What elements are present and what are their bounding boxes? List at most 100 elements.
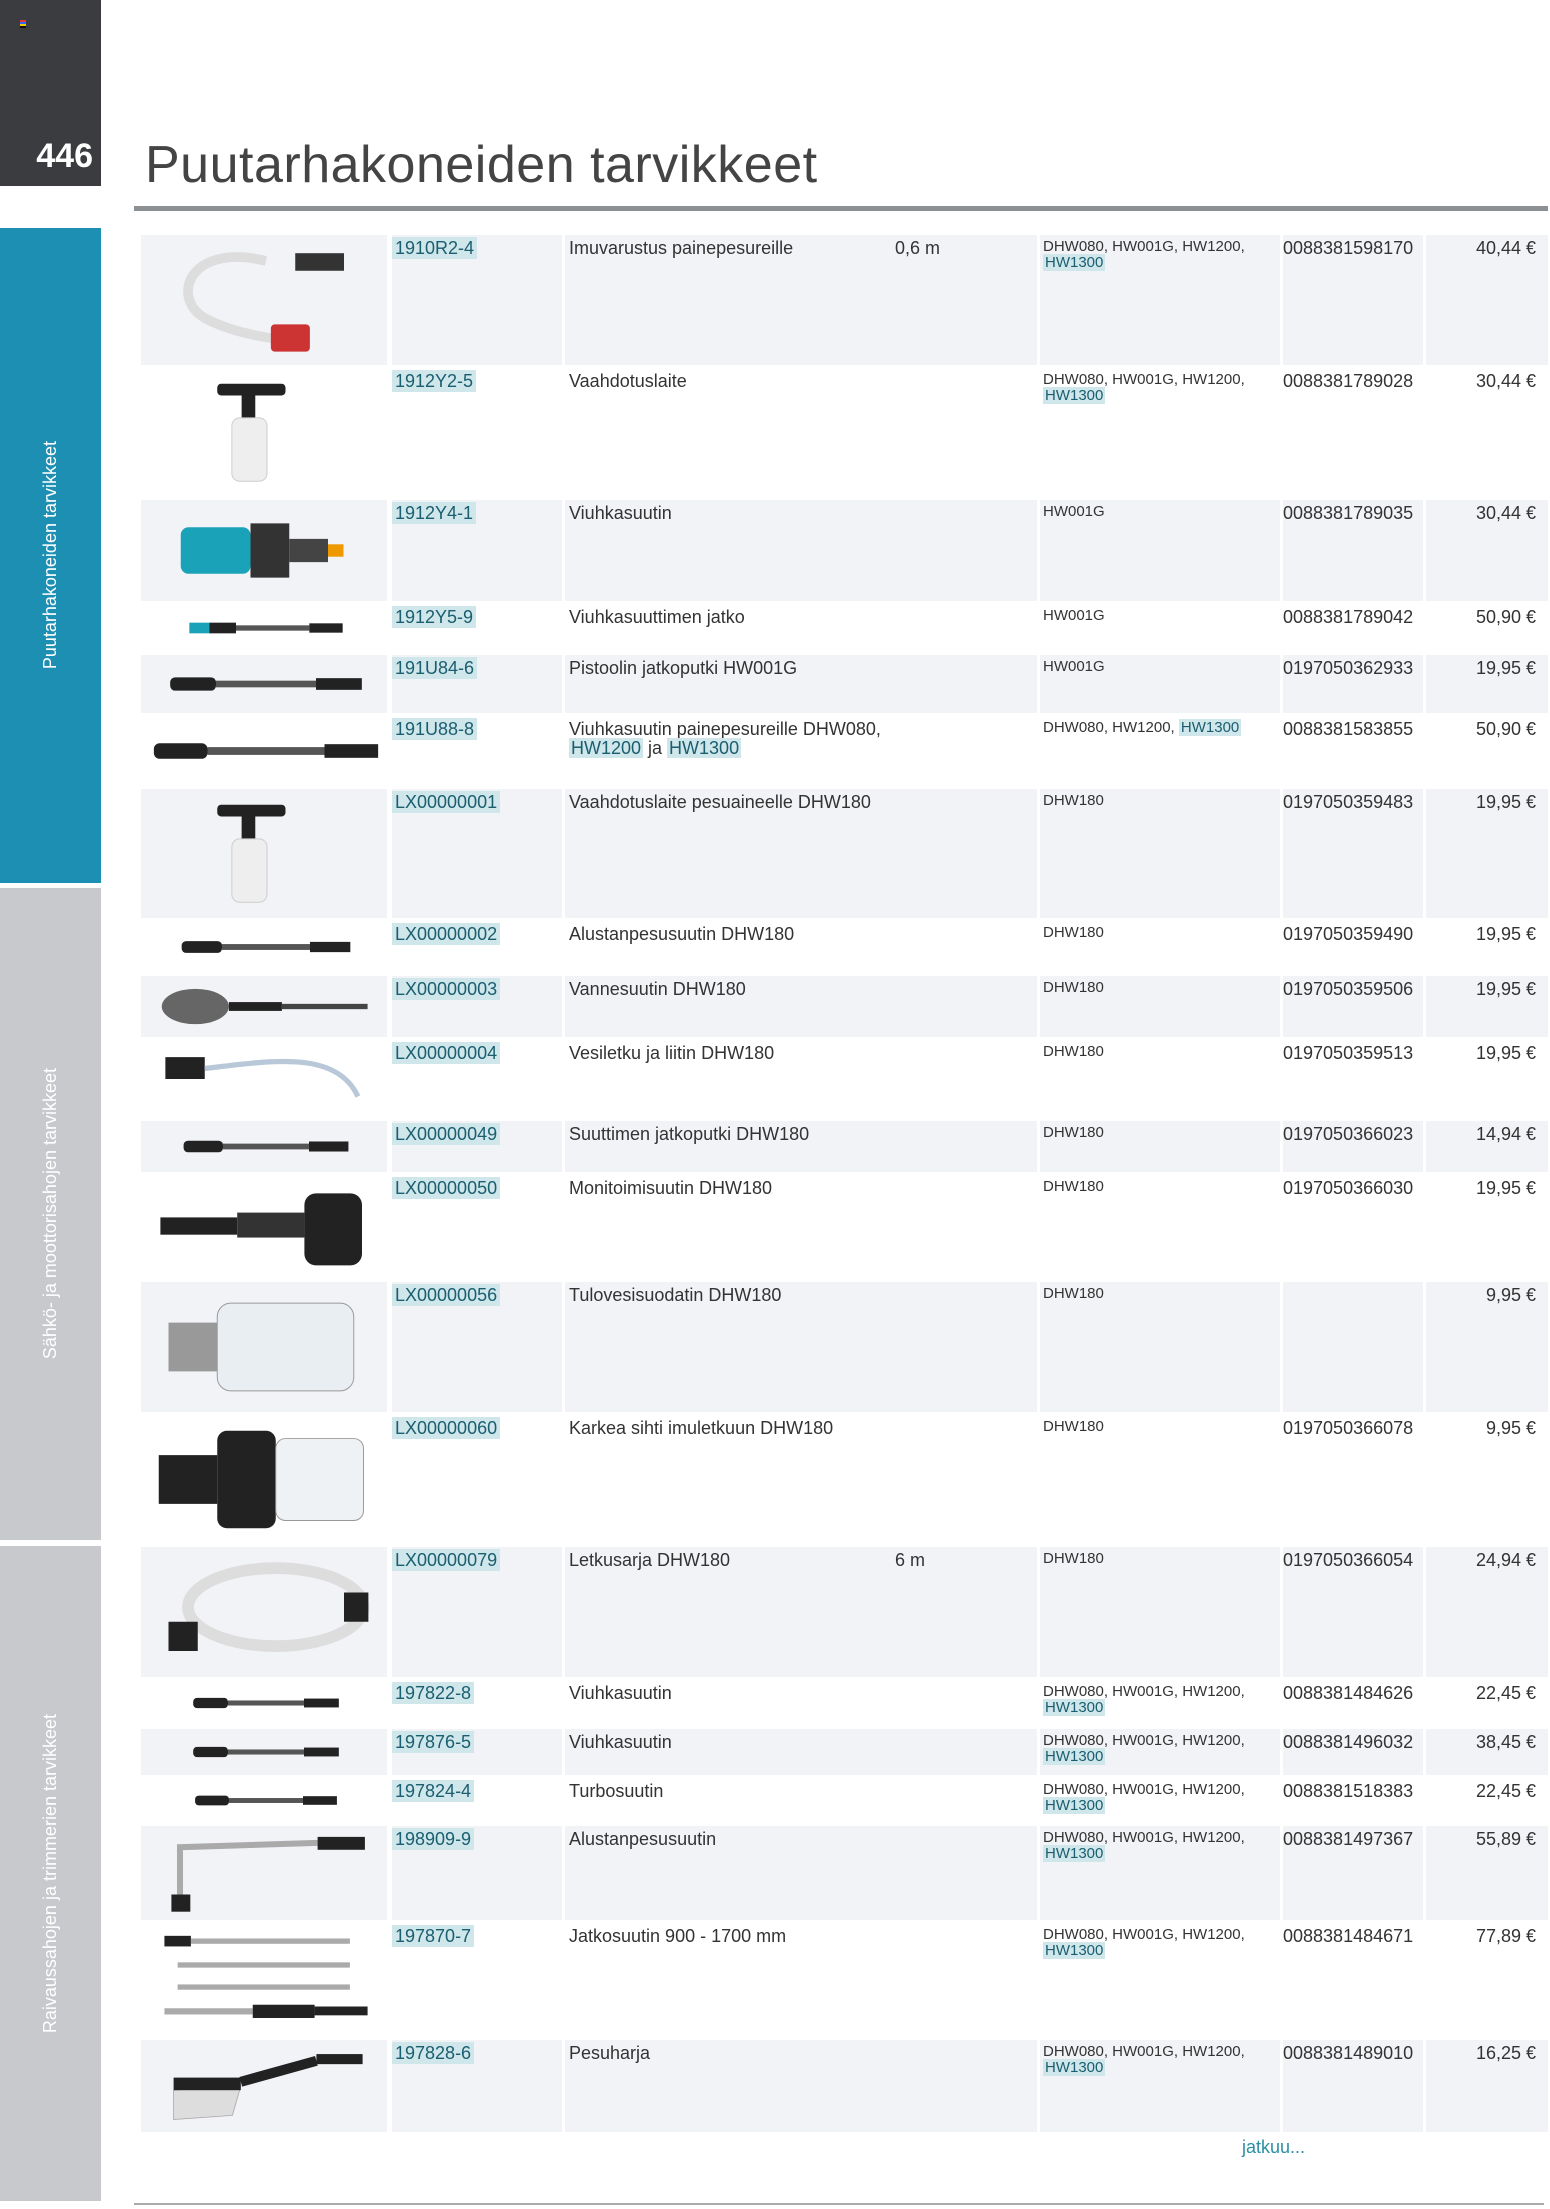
product-code[interactable]: LX00000003 [392, 978, 501, 1000]
price: 77,89 € [1475, 1926, 1536, 1946]
length: 6 m [895, 1550, 926, 1570]
models: DHW180 [1043, 1418, 1104, 1435]
description-part: Viuhkasuuttimen jatko [569, 607, 745, 627]
product-code[interactable]: LX00000049 [392, 1123, 501, 1145]
models: DHW180 [1043, 792, 1104, 809]
lance-image [149, 1125, 383, 1168]
hose-coil-image [149, 1551, 383, 1673]
ean: 0197050362933 [1283, 658, 1414, 678]
models: DHW180 [1043, 924, 1104, 941]
models: HW001G [1043, 607, 1105, 624]
code-cell: 197824-4 [392, 1778, 562, 1823]
product-code[interactable]: LX00000001 [392, 791, 501, 813]
price: 19,95 € [1475, 792, 1536, 812]
ean: 0088381789028 [1283, 371, 1414, 391]
code-cell: LX00000060 [392, 1415, 562, 1544]
length-cell [891, 1282, 1037, 1412]
description-cell: Alustanpesusuutin [565, 1826, 891, 1920]
price-cell: 77,89 € [1426, 1923, 1548, 2037]
models: DHW080, HW1200, [1043, 719, 1175, 736]
continued-link[interactable]: jatkuu... [1242, 2137, 1306, 2157]
product-code[interactable]: 191U88-8 [392, 718, 478, 740]
code-cell: LX00000001 [392, 789, 562, 918]
description-cell: Pistoolin jatkoputki HW001G [565, 655, 891, 713]
model-highlight: HW1300 [1043, 1942, 1106, 1959]
foam-bottle-image [149, 793, 383, 914]
description-cell: Suuttimen jatkoputki DHW180 [565, 1121, 891, 1172]
description-cell: Karkea sihti imuletkuun DHW180 [565, 1415, 891, 1544]
product-code[interactable]: LX00000050 [392, 1177, 501, 1199]
ean: 0197050366030 [1283, 1178, 1414, 1198]
product-code[interactable]: LX00000002 [392, 923, 501, 945]
ean: 0197050359506 [1283, 979, 1414, 999]
product-code[interactable]: 197824-4 [392, 1780, 475, 1802]
price: 50,90 € [1475, 607, 1536, 627]
product-code[interactable]: 197828-6 [392, 2042, 475, 2064]
ean: 0197050359513 [1283, 1043, 1414, 1063]
product-image-cell [141, 1923, 387, 2037]
side-tab-brushcutter-accessories[interactable]: Raivaussahojen ja trimmerien tarvikkeet [0, 1546, 101, 2201]
price-cell: 55,89 € [1426, 1826, 1548, 1920]
side-tab-label: Raivaussahojen ja trimmerien tarvikkeet [40, 1713, 60, 2034]
ean-cell: 0088381789035 [1283, 500, 1423, 601]
models: DHW180 [1043, 1124, 1104, 1141]
code-cell: LX00000049 [392, 1121, 562, 1172]
price-cell: 16,25 € [1426, 2040, 1548, 2132]
model-highlight: HW1300 [1043, 387, 1106, 404]
ean-cell: 0088381484671 [1283, 1923, 1423, 2037]
ean: 0197050366054 [1283, 1550, 1414, 1570]
models: DHW080, HW001G, HW1200, [1043, 371, 1245, 388]
product-code[interactable]: 1912Y4-1 [392, 502, 477, 524]
ean: 0088381518383 [1283, 1781, 1414, 1801]
blue-nozzle-image [149, 504, 383, 597]
table-row: 197828-6 Pesuharja DHW080, HW001G, HW1200,… [141, 2040, 1548, 2132]
product-code[interactable]: 197870-7 [392, 1925, 475, 1947]
product-code[interactable]: 1910R2-4 [392, 237, 478, 259]
length-cell [891, 2040, 1037, 2132]
product-code[interactable]: LX00000060 [392, 1417, 501, 1439]
description-part: Viuhkasuutin [569, 503, 672, 523]
code-cell: 1912Y2-5 [392, 368, 562, 497]
price-cell: 19,95 € [1426, 1040, 1548, 1118]
product-code[interactable]: LX00000004 [392, 1042, 501, 1064]
product-code[interactable]: LX00000056 [392, 1284, 501, 1306]
length-cell [891, 921, 1037, 973]
description-part: Turbosuutin [569, 1781, 664, 1801]
ean: 0197050359490 [1283, 924, 1414, 944]
side-tab-chainsaw-accessories[interactable]: Sähkö- ja moottorisahojen tarvikkeet [0, 888, 101, 1540]
code-cell: 1912Y5-9 [392, 604, 562, 652]
foam-bottle-image [149, 372, 383, 493]
product-code[interactable]: LX00000079 [392, 1549, 501, 1571]
product-code[interactable]: 197876-5 [392, 1731, 475, 1753]
bottom-divider [134, 2203, 1544, 2205]
table-row: 1912Y4-1 Viuhkasuutin HW001G 0088381789035 3… [141, 500, 1548, 601]
price: 14,94 € [1475, 1124, 1536, 1144]
table-row: LX00000002 Alustanpesusuutin DHW180 DHW180… [141, 921, 1548, 973]
table-row: 197822-8 Viuhkasuutin DHW080, HW001G, HW12… [141, 1680, 1548, 1726]
code-cell: LX00000050 [392, 1175, 562, 1279]
price-cell: 19,95 € [1426, 655, 1548, 713]
product-code[interactable]: 197822-8 [392, 1682, 475, 1704]
side-tab-garden-accessories[interactable]: Puutarhakoneiden tarvikkeet [0, 228, 101, 883]
description-part: Alustanpesusuutin DHW180 [569, 924, 795, 944]
description-cell: Imuvarustus painepesureille [565, 235, 891, 365]
ean-cell: 0088381484626 [1283, 1680, 1423, 1726]
models: DHW180 [1043, 1285, 1104, 1302]
price-cell: 19,95 € [1426, 976, 1548, 1037]
lance-image [149, 720, 383, 782]
models-cell: DHW080, HW001G, HW1200, HW1300 [1040, 1680, 1280, 1726]
models-cell: DHW080, HW1200, HW1300 [1040, 716, 1280, 786]
product-code[interactable]: 1912Y2-5 [392, 370, 477, 392]
product-image-cell [141, 1415, 387, 1544]
model-highlight: HW1300 [1178, 719, 1242, 736]
inlet-filter-image [149, 1286, 383, 1408]
product-code[interactable]: 1912Y5-9 [392, 606, 477, 628]
ean-cell: 0197050366030 [1283, 1175, 1423, 1279]
ean-cell: 0088381598170 [1283, 235, 1423, 365]
ean: 0197050366078 [1283, 1418, 1414, 1438]
product-code[interactable]: 198909-9 [392, 1828, 475, 1850]
price: 24,94 € [1475, 1550, 1536, 1570]
product-code[interactable]: 191U84-6 [392, 657, 478, 679]
price: 22,45 € [1475, 1781, 1536, 1801]
ean-cell: 0088381518383 [1283, 1778, 1423, 1823]
